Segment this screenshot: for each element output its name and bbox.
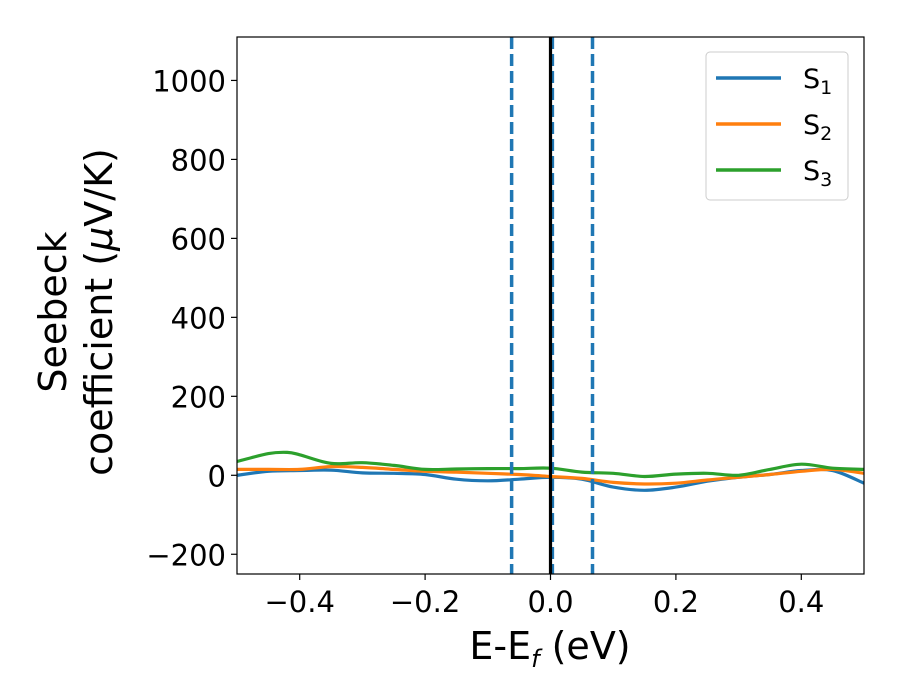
x-tick-label: −0.2 [390, 585, 460, 619]
ticks: −0.4 −0.2 0.0 0.2 0.4 −200 0 200 400 600 800 1000 [146, 64, 824, 619]
x-tick-label: 0.4 [778, 585, 824, 619]
y-tick-label: 600 [171, 222, 226, 256]
plot-lines [237, 37, 864, 574]
x-axis-label: E-Ef (eV) [469, 624, 630, 673]
series-line-s3 [237, 450, 864, 479]
legend-box [705, 51, 849, 201]
y-tick-label: 400 [171, 301, 226, 335]
y-axis-label: Seebeck coefficient (μV/K) [31, 148, 121, 476]
y-tick-label: 800 [171, 143, 226, 177]
y-tick-label: 0 [208, 459, 226, 493]
y-tick-label: 200 [171, 380, 226, 414]
svg-text:coefficient (μV/K): coefficient (μV/K) [77, 148, 121, 476]
svg-text:Seebeck: Seebeck [31, 231, 75, 392]
x-tick-label: 0.2 [653, 585, 699, 619]
y-tick-label: −200 [146, 538, 226, 572]
plot-frame [236, 36, 865, 575]
legend: S1 S2 S3 [705, 51, 849, 201]
legend-label-s2: S2 [803, 110, 832, 145]
y-tick-label: 1000 [152, 64, 226, 98]
x-tick-label: −0.4 [264, 585, 334, 619]
legend-label-s1: S1 [803, 64, 832, 99]
x-tick-label: 0.0 [527, 585, 573, 619]
legend-label-s3: S3 [803, 156, 832, 191]
